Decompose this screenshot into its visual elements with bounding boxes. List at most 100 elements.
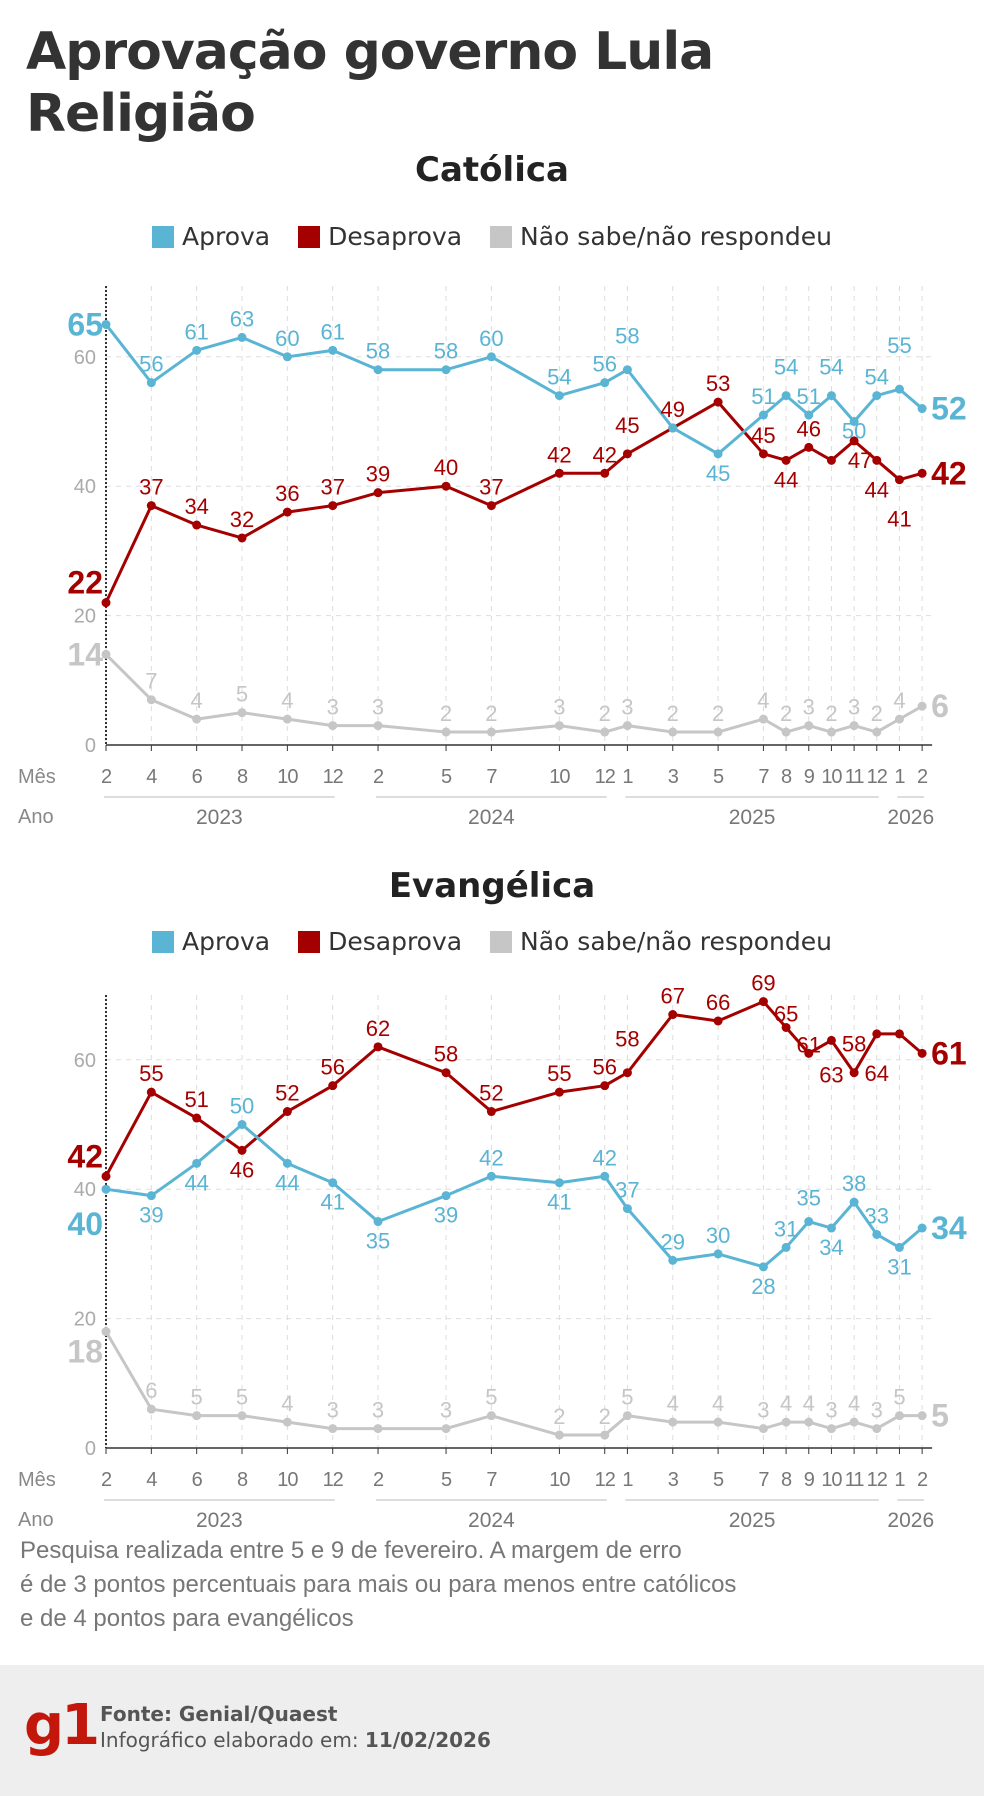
data-point <box>282 1417 292 1427</box>
footer: g1 Fonte: Genial/Quaest Infográfico elab… <box>0 1665 984 1796</box>
month-tick-label: 12 <box>595 1469 616 1491</box>
data-label: 4 <box>281 688 293 713</box>
data-point <box>872 1424 882 1434</box>
data-label: 65 <box>67 306 103 342</box>
data-point <box>486 352 496 362</box>
data-label: 38 <box>842 1171 866 1196</box>
data-label: 2 <box>780 701 792 726</box>
data-label: 60 <box>479 326 503 351</box>
data-point <box>622 1204 632 1214</box>
data-point <box>713 1417 723 1427</box>
data-label: 61 <box>320 319 344 344</box>
data-label: 3 <box>327 695 339 720</box>
data-label: 5 <box>621 1385 633 1410</box>
month-tick-label: 8 <box>781 1469 792 1491</box>
data-point <box>622 1411 632 1421</box>
data-point <box>486 501 496 511</box>
data-point <box>486 727 496 737</box>
month-tick-label: 4 <box>146 766 157 788</box>
data-label: 4 <box>780 1391 792 1416</box>
data-point <box>146 378 156 388</box>
data-point <box>758 1262 768 1272</box>
data-point <box>622 449 632 459</box>
data-point <box>373 365 383 375</box>
month-tick-label: 7 <box>486 766 497 788</box>
legend-aprova: Aprova <box>152 927 270 956</box>
data-point <box>237 1411 247 1421</box>
data-point <box>554 1430 564 1440</box>
data-point <box>758 714 768 724</box>
data-label: 18 <box>67 1334 103 1370</box>
data-point <box>781 1242 791 1252</box>
month-tick-label: 10 <box>277 766 298 788</box>
legend-swatch <box>490 930 513 953</box>
data-point <box>600 1430 610 1440</box>
data-point <box>146 501 156 511</box>
data-point <box>713 449 723 459</box>
data-label: 63 <box>230 306 254 331</box>
y-tick-label: 40 <box>74 476 96 498</box>
month-tick-label: 2 <box>373 766 384 788</box>
data-point <box>872 391 882 401</box>
legend-nao-sabe: Não sabe/não respondeu <box>490 222 832 251</box>
data-label: 5 <box>485 1385 497 1410</box>
year-tick-label: 2025 <box>729 806 776 829</box>
data-label: 52 <box>275 1081 299 1106</box>
month-tick-label: 10 <box>277 1469 298 1491</box>
data-label: 52 <box>479 1081 503 1106</box>
data-point <box>192 345 202 355</box>
data-point <box>758 449 768 459</box>
data-label: 56 <box>592 352 616 377</box>
data-point <box>282 1107 292 1117</box>
data-point <box>668 1010 678 1020</box>
data-label: 31 <box>774 1216 798 1241</box>
data-point <box>804 410 814 420</box>
data-point <box>328 1178 338 1188</box>
month-tick-label: 2 <box>101 766 112 788</box>
data-point <box>486 1411 496 1421</box>
data-point <box>328 1424 338 1434</box>
data-point <box>373 721 383 731</box>
data-label: 2 <box>440 701 452 726</box>
year-tick-label: 2024 <box>468 806 515 829</box>
data-label: 34 <box>819 1235 843 1260</box>
data-label: 58 <box>615 1027 639 1052</box>
data-label: 54 <box>774 355 798 380</box>
data-label: 2 <box>825 701 837 726</box>
data-label: 56 <box>139 352 163 377</box>
data-label: 51 <box>797 384 821 409</box>
legend-swatch <box>298 225 321 248</box>
data-label: 42 <box>67 1138 103 1174</box>
month-tick-label: 12 <box>867 766 888 788</box>
data-label: 4 <box>803 1391 815 1416</box>
month-tick-label: 10 <box>821 1469 842 1491</box>
data-label: 42 <box>592 1145 616 1170</box>
year-tick-label: 2026 <box>887 1509 934 1530</box>
data-point <box>758 410 768 420</box>
month-tick-label: 8 <box>237 766 248 788</box>
data-point <box>917 1223 927 1233</box>
data-label: 58 <box>615 324 639 349</box>
data-point <box>781 455 791 465</box>
data-point <box>441 1424 451 1434</box>
data-point <box>554 1087 564 1097</box>
data-point <box>894 714 904 724</box>
data-label: 2 <box>667 701 679 726</box>
data-point <box>826 727 836 737</box>
data-point <box>917 701 927 711</box>
data-point <box>872 455 882 465</box>
data-label: 39 <box>139 1203 163 1228</box>
data-point <box>101 598 111 608</box>
data-label: 55 <box>139 1061 163 1086</box>
legend-label: Desaprova <box>328 927 463 956</box>
data-label: 5 <box>893 1385 905 1410</box>
month-tick-label: 9 <box>804 766 815 788</box>
data-label: 4 <box>281 1391 293 1416</box>
data-point <box>826 455 836 465</box>
data-point <box>282 352 292 362</box>
month-tick-label: 1 <box>622 766 633 788</box>
data-point <box>894 475 904 485</box>
series-line-0 <box>105 1123 924 1269</box>
month-tick-label: 6 <box>192 1469 203 1491</box>
data-point <box>872 727 882 737</box>
